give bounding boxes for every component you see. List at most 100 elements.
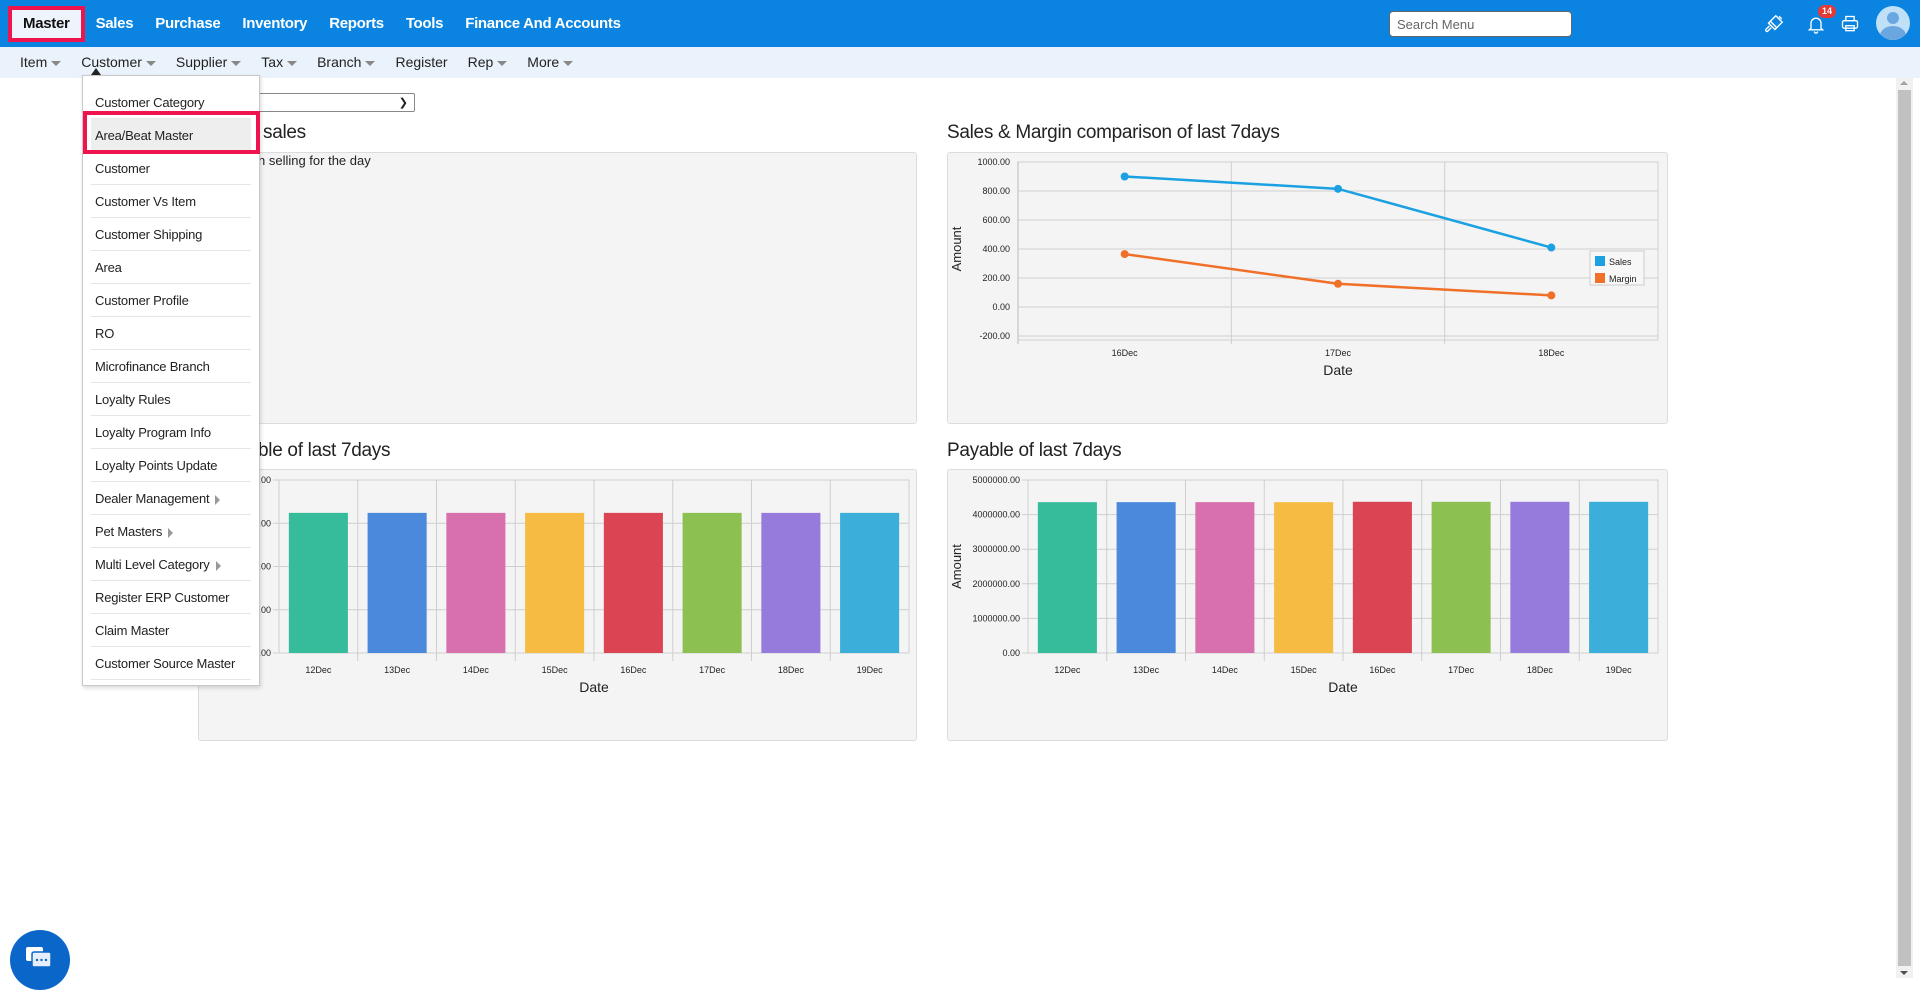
page-scrollbar[interactable] (1896, 78, 1913, 978)
y-tick-label: .00 (258, 562, 271, 572)
nav-inventory[interactable]: Inventory (242, 15, 308, 32)
bar-19dec (840, 512, 900, 653)
menu-item-area-beat-master[interactable]: Area/Beat Master (91, 119, 251, 152)
subnav-register[interactable]: Register (385, 47, 457, 78)
submenu-arrow-icon (215, 560, 221, 571)
caret-down-icon (145, 61, 156, 66)
submenu-arrow-icon (168, 527, 174, 538)
search-menu-input[interactable] (1389, 11, 1572, 37)
scroll-thumb[interactable] (1898, 90, 1911, 966)
nav-reports[interactable]: Reports (329, 15, 384, 32)
nav-purchase[interactable]: Purchase (155, 15, 221, 32)
chat-bubbles-icon (26, 947, 52, 968)
menu-item-customer-category[interactable]: Customer Category (91, 86, 251, 119)
menu-item-label: Dealer Management (95, 491, 210, 506)
bar-12dec (288, 512, 348, 653)
x-tick-label: 19Dec (857, 665, 884, 675)
printer-icon[interactable] (1838, 12, 1862, 36)
menu-item-label: Customer Vs Item (95, 194, 196, 209)
x-tick-label: 16Dec (1369, 665, 1396, 675)
subnav-supplier[interactable]: Supplier (166, 47, 251, 78)
line-chart-panel: 1000.00 800.00 600.00 400.00 200.00 0.00 -200.… (947, 152, 1668, 424)
y-tick-label: 0.00 (253, 648, 271, 658)
data-point-margin (1547, 291, 1556, 300)
subnav-item[interactable]: Item (10, 47, 71, 78)
receivable-chart-panel: 0.00 .00 .00 .00 .00 12Dec 13Dec 14Dec 15Dec 16De… (198, 469, 917, 741)
subnav-rep[interactable]: Rep (458, 47, 518, 78)
x-tick-label: 14Dec (463, 665, 490, 675)
menu-item-label: Customer (95, 161, 150, 176)
main-menu: Master Sales Purchase Inventory Reports … (8, 6, 632, 42)
menu-item-register-erp-customer[interactable]: Register ERP Customer (91, 581, 251, 614)
subnav-supplier-label: Supplier (175, 54, 228, 70)
menu-item-label: Area (95, 260, 122, 275)
scroll-down-arrow-icon[interactable] (1900, 971, 1908, 975)
nav-master[interactable]: Master (8, 6, 85, 42)
menu-item-microfinance-branch[interactable]: Microfinance Branch (91, 350, 251, 383)
menu-item-loyalty-points-update[interactable]: Loyalty Points Update (91, 449, 251, 482)
menu-item-label: Pet Masters (95, 524, 163, 539)
menu-item-label: Loyalty Rules (95, 392, 171, 407)
menu-item-claim-master[interactable]: Claim Master (91, 614, 251, 647)
menu-item-customer-profile[interactable]: Customer Profile (91, 284, 251, 317)
menu-item-label: Loyalty Points Update (95, 458, 218, 473)
bar-13dec (367, 512, 427, 653)
menu-item-label: Register ERP Customer (95, 590, 230, 605)
menu-item-dealer-management[interactable]: Dealer Management (91, 482, 251, 515)
y-tick-label: .00 (258, 518, 271, 528)
caret-down-icon (51, 61, 62, 66)
x-tick-label: 16Dec (620, 665, 647, 675)
nav-sales[interactable]: Sales (95, 15, 134, 32)
x-axis-title: Date (1328, 679, 1358, 695)
dropdown-list: Customer Category Area/Beat Master Custome… (83, 86, 259, 680)
menu-item-pet-masters[interactable]: Pet Masters (91, 515, 251, 548)
bar-15dec (1274, 502, 1334, 653)
menu-item-label: Customer Source Master (95, 656, 236, 671)
caret-down-icon (231, 61, 242, 66)
master-submenu: Item Customer Supplier Tax Branch Regist… (10, 47, 583, 78)
y-tick-label: 1000.00 (977, 157, 1010, 167)
dropdown-top-spacer (83, 76, 259, 86)
chat-support-button[interactable] (10, 930, 70, 990)
nav-finance-and-accounts[interactable]: Finance And Accounts (465, 15, 621, 32)
receivable-bar-chart: 0.00 .00 .00 .00 .00 12Dec 13Dec 14Dec 15Dec 16De… (253, 475, 910, 695)
subnav-customer-label: Customer (81, 54, 142, 70)
subnav-branch[interactable]: Branch (307, 47, 385, 78)
sales-margin-line-chart: 1000.00 800.00 600.00 400.00 200.00 0.00 -200.… (949, 157, 1659, 378)
menu-item-ro[interactable]: RO (91, 317, 251, 350)
menu-item-multi-level-category[interactable]: Multi Level Category (91, 548, 251, 581)
y-tick-label: 200.00 (982, 273, 1010, 283)
y-tick-label: 1000000.00 (972, 613, 1020, 623)
y-tick-label: 3000000.00 (972, 544, 1020, 554)
user-avatar[interactable] (1876, 6, 1910, 40)
y-axis-title: Amount (949, 544, 964, 589)
scroll-up-arrow-icon[interactable] (1900, 81, 1908, 85)
top-navbar: Master Sales Purchase Inventory Reports … (0, 0, 1920, 47)
line-chart-title: Sales & Margin comparison of last 7days (947, 122, 1280, 143)
x-tick-label: 13Dec (384, 665, 411, 675)
menu-item-loyalty-rules[interactable]: Loyalty Rules (91, 383, 251, 416)
dropdown-pointer (91, 68, 101, 75)
menu-item-customer[interactable]: Customer (91, 152, 251, 185)
subnav-customer[interactable]: Customer (71, 47, 166, 78)
menu-item-customer-source-master[interactable]: Customer Source Master (91, 647, 251, 680)
bar-18dec (1510, 501, 1570, 653)
x-tick-label: 17Dec (1448, 665, 1475, 675)
bar-16dec (603, 512, 663, 653)
subnav-tax[interactable]: Tax (251, 47, 307, 78)
menu-item-loyalty-program-info[interactable]: Loyalty Program Info (91, 416, 251, 449)
bar-14dec (1195, 502, 1255, 653)
paint-brush-icon[interactable] (1762, 12, 1786, 36)
top-sales-note: n selling for the day (258, 153, 371, 168)
subnav-more[interactable]: More (517, 47, 583, 78)
y-tick-label: 600.00 (982, 215, 1010, 225)
menu-item-customer-shipping[interactable]: Customer Shipping (91, 218, 251, 251)
x-axis-title: Date (1323, 362, 1353, 378)
menu-item-customer-vs-item[interactable]: Customer Vs Item (91, 185, 251, 218)
nav-tools[interactable]: Tools (405, 15, 444, 32)
bar-13dec (1116, 502, 1176, 653)
bell-icon[interactable] (1804, 12, 1828, 36)
menu-item-label: Customer Category (95, 95, 205, 110)
menu-item-area[interactable]: Area (91, 251, 251, 284)
menu-item-label: Loyalty Program Info (95, 425, 211, 440)
